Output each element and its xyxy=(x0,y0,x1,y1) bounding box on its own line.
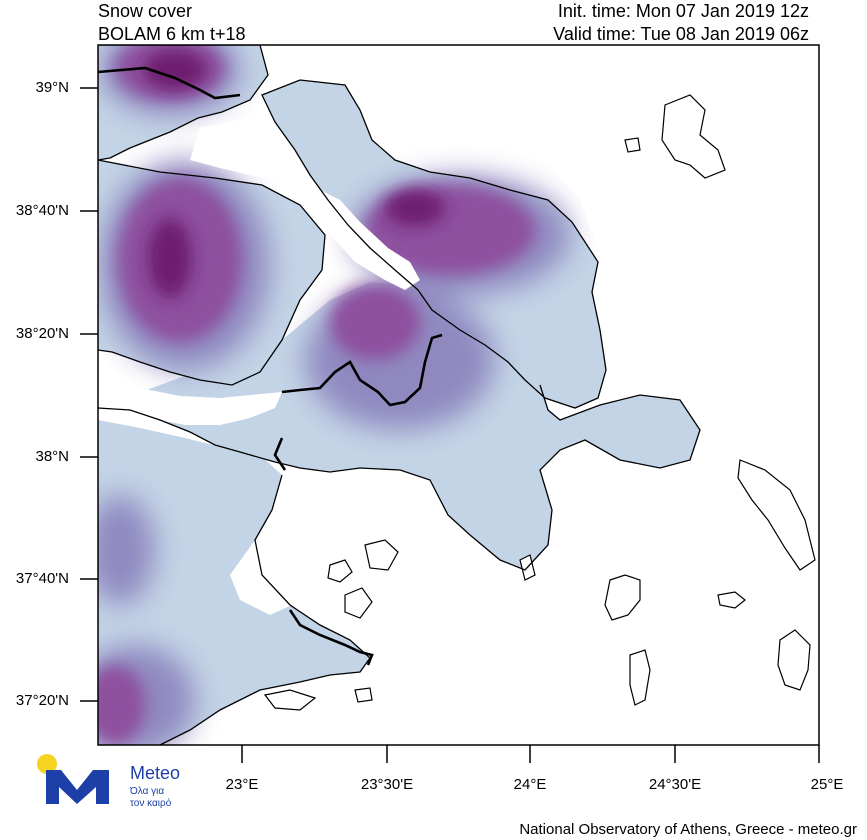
island-hydra xyxy=(263,689,317,711)
lat-label-39n: 39°N xyxy=(35,79,69,96)
island-andros xyxy=(737,459,816,571)
island-serifos xyxy=(777,629,811,691)
map-title: Snow cover xyxy=(98,1,193,21)
island-kea xyxy=(604,574,641,621)
model-run-label: BOLAM 6 km t+18 xyxy=(98,24,246,44)
island-aegina xyxy=(327,559,353,583)
lon-label-23e: 23°E xyxy=(225,776,259,793)
valid-time: Valid time: Tue 08 Jan 2019 06z xyxy=(553,24,809,44)
lat-label-38n: 38°N xyxy=(35,448,69,465)
logo-tagline-1: Όλα για xyxy=(130,786,165,797)
lat-label-38-40n: 38°40'N xyxy=(15,202,69,219)
lon-label-25e: 25°E xyxy=(810,776,844,793)
logo-brand: Meteo xyxy=(130,763,181,783)
gulf-corinth xyxy=(98,378,282,425)
lon-label-23-30e: 23°30'E xyxy=(360,776,414,793)
lon-ticks xyxy=(241,745,820,763)
island-spetses xyxy=(354,687,373,703)
lon-label-24-30e: 24°30'E xyxy=(648,776,702,793)
lat-label-37-20n: 37°20'N xyxy=(15,692,69,709)
init-time: Init. time: Mon 07 Jan 2019 12z xyxy=(557,1,809,21)
islands-layer xyxy=(263,94,816,711)
island-salamis xyxy=(364,539,399,571)
logo-tagline-2: τον καιρό xyxy=(130,798,172,809)
lon-label-24e: 24°E xyxy=(513,776,547,793)
snow-max-layer xyxy=(143,50,445,298)
island-skiathos xyxy=(624,137,641,153)
map-frame xyxy=(97,44,820,746)
island-poros xyxy=(344,587,373,619)
meteo-logo[interactable]: Meteo Όλα για τον καιρό xyxy=(33,752,193,812)
meteo-m-icon xyxy=(37,754,109,804)
gulf-layer xyxy=(98,45,819,745)
gulf-maliakos xyxy=(190,120,305,190)
gulf-saronic xyxy=(278,470,470,565)
island-kythnos xyxy=(717,591,746,609)
lat-label-37-40n: 37°40'N xyxy=(15,570,69,587)
lat-ticks xyxy=(80,87,98,702)
sea-east-aegean xyxy=(500,45,819,745)
footer-credit: National Observatory of Athens, Greece -… xyxy=(519,821,857,838)
gulf-argolic xyxy=(230,540,292,615)
island-skyros xyxy=(661,94,726,179)
lat-label-38-20n: 38°20'N xyxy=(15,325,69,342)
island-sifnos xyxy=(629,649,651,706)
region-borders xyxy=(98,66,443,666)
